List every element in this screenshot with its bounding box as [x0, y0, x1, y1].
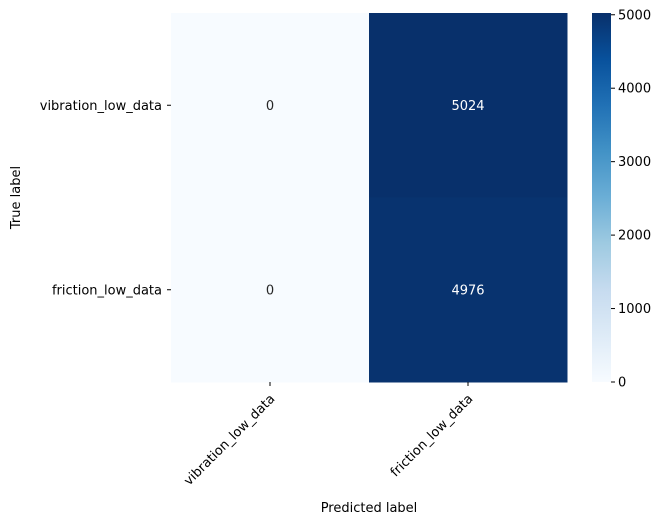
colorbar-tick-label: 4000 — [618, 82, 651, 97]
colorbar-gradient — [592, 13, 611, 382]
heatmap-cell-r1-c0 — [171, 197, 370, 383]
heatmap-cell-r0-c0 — [171, 13, 370, 198]
y-tick-label: friction_low_data — [52, 283, 162, 298]
cell-value-label-r1-c1: 4976 — [451, 283, 484, 298]
colorbar-tick-label: 2000 — [618, 229, 651, 244]
x-tick-label: vibration_low_data — [181, 392, 278, 489]
x-tick-label: friction_low_data — [388, 392, 476, 480]
heatmap-cell-r0-c1 — [369, 13, 568, 198]
heatmap-cell-r1-c1 — [369, 197, 568, 383]
colorbar-tick-label: 5000 — [618, 8, 651, 23]
cell-value-label-r0-c1: 5024 — [451, 99, 484, 114]
y-axis: vibration_low_data friction_low_data — [40, 99, 171, 298]
y-axis-label: True label — [9, 166, 24, 230]
cell-value-label-r0-c0: 0 — [266, 99, 274, 114]
x-axis-label: Predicted label — [321, 501, 418, 516]
colorbar-tick-label: 0 — [618, 376, 626, 391]
colorbar-tick-label: 1000 — [618, 302, 651, 317]
cell-value-label-r1-c0: 0 — [266, 283, 274, 298]
heatmap-area: 0 5024 0 4976 — [171, 13, 568, 383]
x-axis: vibration_low_data friction_low_data — [181, 382, 476, 489]
colorbar: 0 1000 2000 3000 4000 5000 — [592, 8, 651, 391]
colorbar-tick-label: 3000 — [618, 155, 651, 170]
y-tick-label: vibration_low_data — [40, 99, 162, 114]
